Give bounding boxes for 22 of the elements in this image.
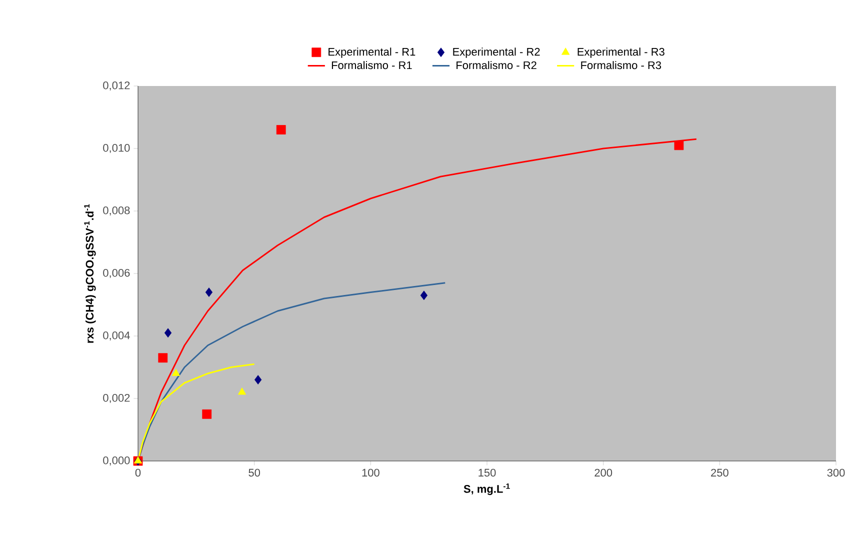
- legend-label: Formalismo - R3: [581, 61, 662, 70]
- x-tick-label: 0: [135, 468, 141, 477]
- legend-label: Formalismo - R2: [456, 61, 536, 70]
- y-tick-label: 0,010: [103, 144, 130, 154]
- x-tick-label: 250: [711, 468, 728, 477]
- y-axis-title: rxs (CH4) gCOO.gSSV$^{-1}$.d$^{-1}$: [84, 204, 96, 343]
- legend-label: Experimental - R2: [453, 48, 540, 58]
- y-tick-label: 0,002: [103, 394, 130, 404]
- y-tick-label: 0,008: [103, 206, 130, 216]
- y-tick-label: 0,004: [103, 331, 130, 341]
- x-tick-label: 150: [478, 468, 496, 477]
- y-tick-label: 0,012: [103, 81, 130, 91]
- x-axis-title: S, mg.L$^{-1}$: [464, 483, 510, 496]
- x-tick-label: 50: [248, 468, 260, 477]
- x-tick-label: 100: [362, 468, 380, 477]
- x-tick-label: 200: [594, 468, 612, 477]
- y-tick-label: 0,006: [103, 268, 130, 278]
- y-tick-label: 0,000: [103, 456, 130, 466]
- legend-label: Experimental - R3: [578, 48, 664, 58]
- legend-label: Formalismo - R1: [332, 61, 412, 70]
- legend-label: Experimental - R1: [328, 48, 416, 58]
- x-tick-label: 300: [827, 468, 845, 477]
